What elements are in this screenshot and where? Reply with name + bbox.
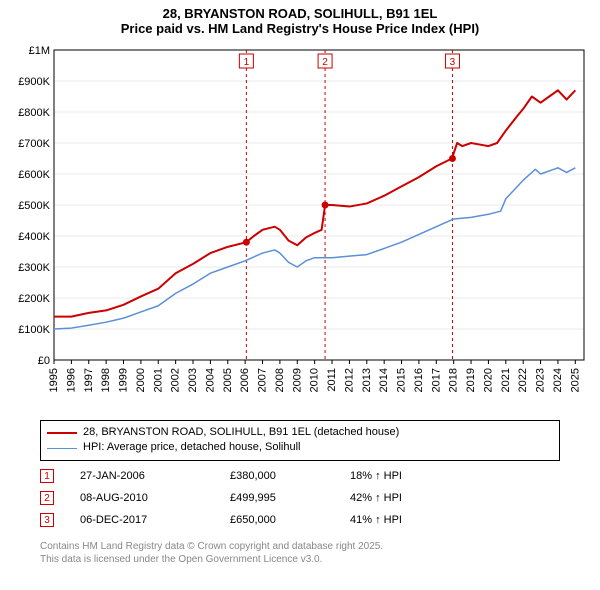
legend: 28, BRYANSTON ROAD, SOLIHULL, B91 1EL (d… xyxy=(40,420,560,461)
sale-date: 27-JAN-2006 xyxy=(80,470,230,482)
sales-table: 1 27-JAN-2006 £380,000 18% ↑ HPI 2 08-AU… xyxy=(40,465,560,531)
svg-text:£100K: £100K xyxy=(18,324,50,336)
sale-date: 08-AUG-2010 xyxy=(80,492,230,504)
svg-text:2006: 2006 xyxy=(239,368,251,392)
sale-price: £650,000 xyxy=(230,514,350,526)
chart-svg: £0 £100K £200K £300K £400K £500K £600K £700K £80… xyxy=(8,44,592,414)
svg-text:2011: 2011 xyxy=(326,368,338,392)
legend-swatch xyxy=(47,448,77,449)
svg-text:£700K: £700K xyxy=(18,138,50,150)
svg-text:2010: 2010 xyxy=(309,368,321,392)
svg-text:1998: 1998 xyxy=(100,368,112,392)
svg-text:2020: 2020 xyxy=(482,368,494,392)
svg-text:2001: 2001 xyxy=(152,368,164,392)
svg-text:£1M: £1M xyxy=(29,45,50,57)
footer: Contains HM Land Registry data © Crown c… xyxy=(40,540,560,566)
svg-text:2021: 2021 xyxy=(500,368,512,392)
legend-label: HPI: Average price, detached house, Soli… xyxy=(83,440,301,455)
sale-delta: 41% ↑ HPI xyxy=(350,514,470,526)
svg-text:2023: 2023 xyxy=(535,368,547,392)
title-line1: 28, BRYANSTON ROAD, SOLIHULL, B91 1EL xyxy=(0,6,600,21)
sale-delta: 18% ↑ HPI xyxy=(350,470,470,482)
svg-text:2005: 2005 xyxy=(222,368,234,392)
svg-text:2007: 2007 xyxy=(257,368,269,392)
sale-row: 1 27-JAN-2006 £380,000 18% ↑ HPI xyxy=(40,465,560,487)
svg-text:2: 2 xyxy=(322,57,328,68)
sale-date: 06-DEC-2017 xyxy=(80,514,230,526)
sale-row: 2 08-AUG-2010 £499,995 42% ↑ HPI xyxy=(40,487,560,509)
svg-text:1996: 1996 xyxy=(65,368,77,392)
svg-text:1999: 1999 xyxy=(118,368,130,392)
svg-text:2012: 2012 xyxy=(343,368,355,392)
svg-text:2014: 2014 xyxy=(378,368,390,392)
title-block: 28, BRYANSTON ROAD, SOLIHULL, B91 1EL Pr… xyxy=(0,0,600,38)
legend-item: HPI: Average price, detached house, Soli… xyxy=(47,440,553,455)
svg-text:£500K: £500K xyxy=(18,200,50,212)
legend-item: 28, BRYANSTON ROAD, SOLIHULL, B91 1EL (d… xyxy=(47,425,553,440)
svg-text:2018: 2018 xyxy=(448,368,460,392)
svg-text:2019: 2019 xyxy=(465,368,477,392)
svg-text:£400K: £400K xyxy=(18,231,50,243)
svg-text:1997: 1997 xyxy=(83,368,95,392)
svg-text:2013: 2013 xyxy=(361,368,373,392)
legend-swatch xyxy=(47,432,77,434)
svg-text:2003: 2003 xyxy=(187,368,199,392)
legend-label: 28, BRYANSTON ROAD, SOLIHULL, B91 1EL (d… xyxy=(83,425,399,440)
svg-text:2004: 2004 xyxy=(204,368,216,392)
svg-text:£800K: £800K xyxy=(18,107,50,119)
title-line2: Price paid vs. HM Land Registry's House … xyxy=(0,21,600,36)
sale-badge: 1 xyxy=(40,469,54,483)
svg-text:2022: 2022 xyxy=(517,368,529,392)
sale-price: £380,000 xyxy=(230,470,350,482)
sale-row: 3 06-DEC-2017 £650,000 41% ↑ HPI xyxy=(40,509,560,531)
svg-text:2016: 2016 xyxy=(413,368,425,392)
sale-delta: 42% ↑ HPI xyxy=(350,492,470,504)
sale-price: £499,995 xyxy=(230,492,350,504)
svg-text:3: 3 xyxy=(450,57,456,68)
svg-text:2002: 2002 xyxy=(170,368,182,392)
svg-text:£0: £0 xyxy=(38,355,50,367)
chart-container: 28, BRYANSTON ROAD, SOLIHULL, B91 1EL Pr… xyxy=(0,0,600,590)
sale-badge: 3 xyxy=(40,513,54,527)
svg-text:2008: 2008 xyxy=(274,368,286,392)
svg-text:1995: 1995 xyxy=(48,368,60,392)
svg-text:2017: 2017 xyxy=(430,368,442,392)
svg-text:£600K: £600K xyxy=(18,169,50,181)
svg-text:£900K: £900K xyxy=(18,76,50,88)
svg-text:£200K: £200K xyxy=(18,293,50,305)
svg-text:2024: 2024 xyxy=(552,368,564,392)
sale-badge: 2 xyxy=(40,491,54,505)
svg-text:£300K: £300K xyxy=(18,262,50,274)
svg-text:2000: 2000 xyxy=(135,368,147,392)
chart: £0 £100K £200K £300K £400K £500K £600K £700K £80… xyxy=(8,44,592,414)
footer-line1: Contains HM Land Registry data © Crown c… xyxy=(40,540,560,553)
svg-text:2015: 2015 xyxy=(396,368,408,392)
footer-line2: This data is licensed under the Open Gov… xyxy=(40,553,560,566)
svg-text:2025: 2025 xyxy=(569,368,581,392)
svg-text:1: 1 xyxy=(244,57,250,68)
svg-text:2009: 2009 xyxy=(291,368,303,392)
